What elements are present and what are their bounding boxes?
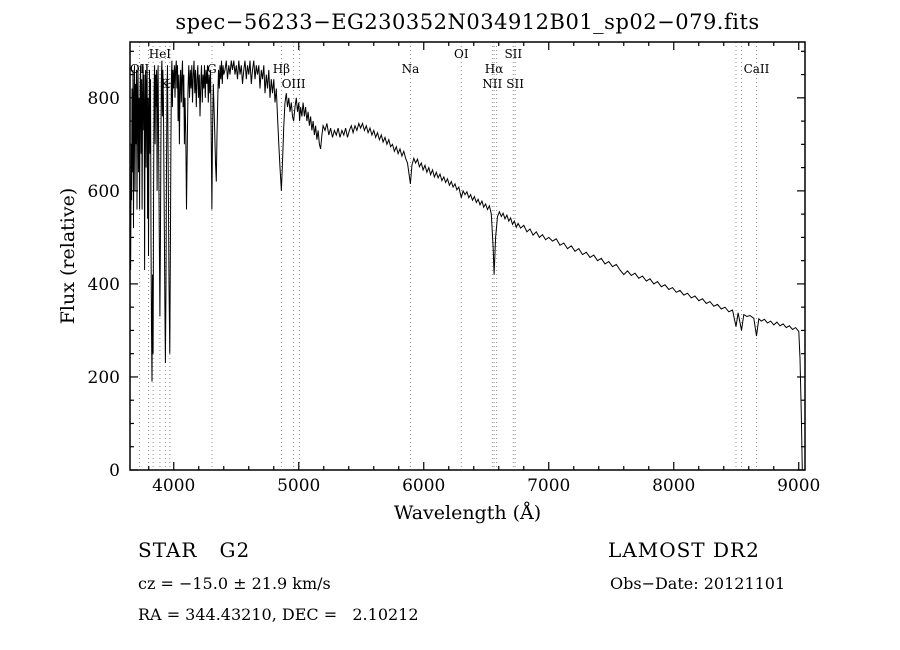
- svg-text:6000: 6000: [402, 476, 445, 496]
- object-class-label: STAR G2: [138, 538, 251, 562]
- svg-text:OIII: OIII: [282, 77, 306, 91]
- cz-value: cz = −15.0 ± 21.9 km/s: [138, 574, 331, 593]
- svg-text:7000: 7000: [527, 476, 570, 496]
- svg-text:600: 600: [88, 182, 120, 202]
- axis-ticks: [130, 42, 805, 471]
- x-axis-label: Wavelength (Å): [393, 502, 542, 524]
- svg-text:G: G: [207, 62, 217, 76]
- svg-text:H: H: [165, 77, 175, 91]
- axis-tick-labels: 4000 5000 6000 7000 8000 9000 0 200 400 600 800: [88, 89, 821, 496]
- svg-text:400: 400: [88, 275, 120, 295]
- svg-text:CaII: CaII: [744, 62, 770, 76]
- survey-label: LAMOST DR2: [608, 538, 760, 562]
- svg-text:8000: 8000: [652, 476, 695, 496]
- y-axis-label: Flux (relative): [57, 187, 79, 325]
- svg-text:Na: Na: [402, 62, 420, 76]
- plot-title: spec−56233−EG230352N034912B01_sp02−079.f…: [175, 10, 760, 34]
- svg-text:OI: OI: [454, 47, 469, 61]
- svg-text:NII: NII: [482, 77, 502, 91]
- svg-text:HeI: HeI: [149, 47, 172, 61]
- svg-text:5000: 5000: [277, 476, 320, 496]
- svg-text:800: 800: [88, 89, 120, 109]
- svg-text:Hβ: Hβ: [273, 62, 290, 76]
- svg-text:200: 200: [88, 368, 120, 388]
- plot-frame: [129, 41, 806, 471]
- svg-text:9000: 9000: [777, 476, 820, 496]
- svg-text:Hα: Hα: [485, 62, 504, 76]
- svg-text:0: 0: [109, 461, 120, 481]
- svg-text:SII: SII: [506, 77, 524, 91]
- spectrum-line: [130, 60, 803, 471]
- spectral-line-markers: [139, 42, 757, 470]
- ra-dec-value: RA = 344.43210, DEC = 2.10212: [138, 605, 419, 624]
- svg-text:4000: 4000: [152, 476, 195, 496]
- svg-text:K: K: [161, 77, 171, 91]
- svg-text:SII: SII: [504, 47, 522, 61]
- obs-date: Obs−Date: 20121101: [610, 574, 786, 593]
